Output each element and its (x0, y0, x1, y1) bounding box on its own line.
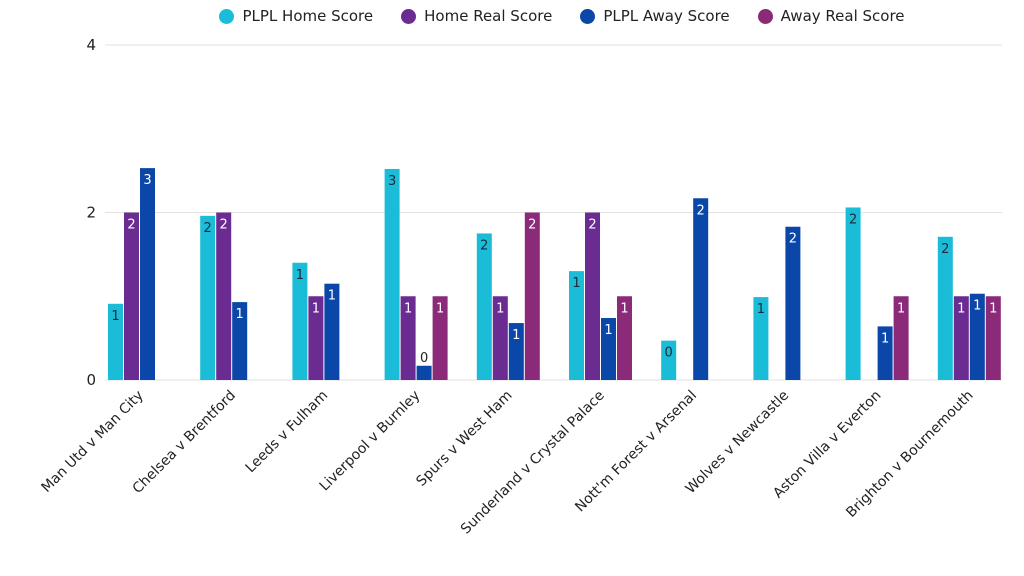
bar (969, 293, 985, 380)
bar-data-label: 1 (897, 301, 905, 316)
bar (893, 296, 909, 380)
x-tick-label: Man Utd v Man City (38, 388, 146, 496)
bar-data-label: 2 (588, 218, 596, 233)
bar (140, 168, 155, 380)
x-tick-label: Spurs v West Ham (413, 388, 515, 490)
x-tick-label: Liverpool v Burnley (317, 388, 424, 495)
chart-legend: PLPL Home Score Home Real Score PLPL Away … (0, 4, 1024, 28)
bar-data-label: 2 (127, 218, 135, 233)
bar (524, 212, 540, 380)
bar-data-label: 2 (204, 221, 212, 236)
legend-label: PLPL Away Score (603, 7, 730, 25)
bar (108, 303, 123, 380)
bar (569, 271, 584, 380)
bar-data-label: 2 (697, 203, 705, 218)
bar-data-label: 2 (789, 232, 797, 247)
bar (693, 198, 709, 380)
bar (492, 296, 508, 380)
bar-data-label: 1 (572, 276, 580, 291)
bar-data-label: 2 (941, 242, 949, 257)
bar (661, 340, 677, 380)
legend-dot-icon (580, 8, 596, 24)
bar (232, 302, 248, 380)
legend-item[interactable]: PLPL Home Score (219, 4, 373, 28)
bar (384, 168, 400, 380)
bar-data-label: 1 (604, 323, 612, 338)
bar-data-label: 1 (111, 309, 119, 324)
bar (953, 296, 969, 380)
bar-data-label: 1 (512, 328, 520, 343)
y-tick-label: 0 (86, 371, 96, 389)
x-tick-label: Leeds v Fulham (243, 388, 332, 477)
legend-dot-icon (219, 8, 235, 24)
bar-data-label: 1 (312, 301, 320, 316)
bar (476, 233, 492, 380)
bar-data-label: 0 (420, 351, 428, 366)
y-tick-label: 2 (86, 204, 96, 222)
bar (216, 212, 232, 380)
bar (937, 236, 953, 380)
bar-data-label: 2 (480, 238, 488, 253)
bar-data-label: 1 (496, 301, 504, 316)
bar-data-label: 1 (404, 301, 412, 316)
x-tick-label: Sunderland v Crystal Palace (458, 388, 608, 538)
bar-data-label: 1 (620, 301, 628, 316)
bar-data-label: 1 (328, 289, 336, 304)
legend-item[interactable]: Away Real Score (757, 4, 905, 28)
bar-data-label: 2 (220, 218, 228, 233)
bar-data-label: 3 (388, 174, 396, 189)
bar-data-label: 1 (296, 268, 304, 283)
bar (292, 262, 308, 380)
bar-data-label: 1 (973, 299, 981, 314)
bar (324, 283, 340, 380)
bar (877, 326, 893, 380)
bar-data-label: 0 (665, 346, 673, 361)
bar (785, 226, 801, 380)
bar (753, 297, 769, 380)
legend-dot-icon (757, 8, 773, 24)
bar (601, 318, 616, 380)
bar (400, 296, 416, 380)
legend-label: PLPL Home Score (242, 7, 374, 25)
legend-item[interactable]: Home Real Score (401, 4, 552, 28)
bar (432, 296, 448, 380)
bar-data-label: 1 (436, 301, 444, 316)
legend-item[interactable]: PLPL Away Score (580, 4, 730, 28)
bar-data-label: 1 (881, 331, 889, 346)
bar (617, 296, 632, 380)
bar-data-label: 2 (528, 218, 536, 233)
x-tick-label: Wolves v Newcastle (683, 388, 793, 498)
bar (585, 212, 600, 380)
bar (416, 365, 432, 380)
x-tick-label: Chelsea v Brentford (130, 388, 239, 497)
bar (308, 296, 324, 380)
legend-label: Home Real Score (424, 7, 553, 25)
bar-data-label: 1 (989, 301, 997, 316)
y-tick-label: 4 (86, 36, 96, 54)
bar-data-label: 3 (143, 173, 151, 188)
bar (985, 296, 1001, 380)
legend-label: Away Real Score (780, 7, 905, 25)
bar-data-label: 1 (236, 307, 244, 322)
bar (200, 215, 216, 380)
bar (124, 212, 139, 380)
bar-data-label: 2 (849, 212, 857, 227)
legend-dot-icon (401, 8, 417, 24)
bar-data-label: 1 (957, 301, 965, 316)
bar-data-label: 1 (757, 302, 765, 317)
bar (508, 323, 524, 380)
bar (845, 207, 861, 380)
